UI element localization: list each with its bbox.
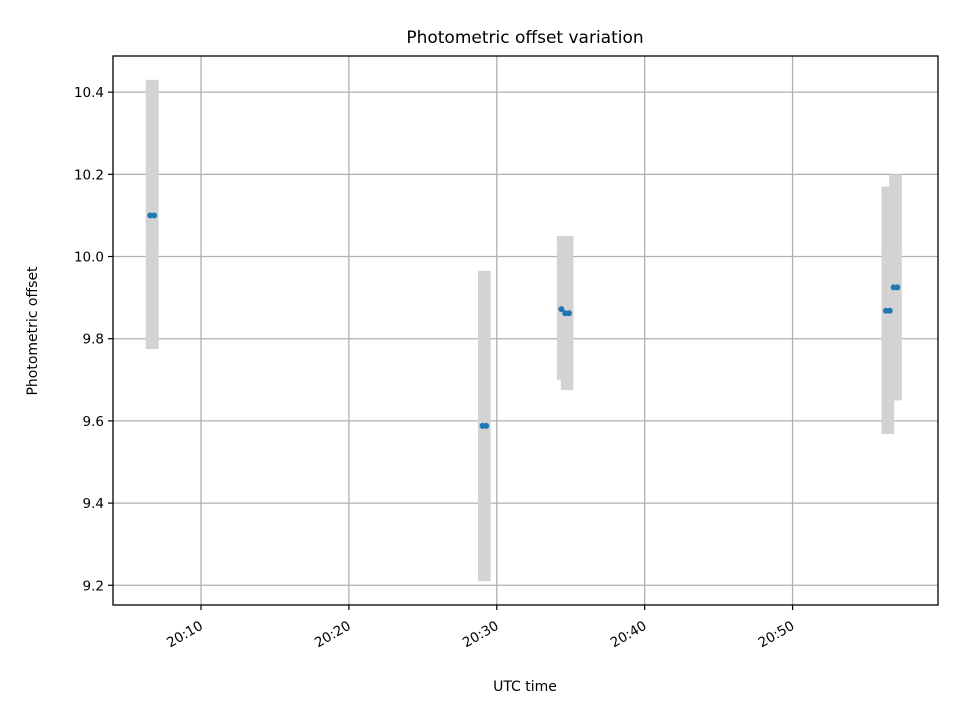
y-tick-label: 10.2 bbox=[74, 167, 104, 183]
data-point bbox=[483, 422, 490, 429]
grid bbox=[113, 56, 938, 605]
y-tick-label: 9.4 bbox=[83, 496, 104, 512]
data-point bbox=[894, 284, 901, 291]
y-tick-label: 9.8 bbox=[83, 332, 104, 348]
data-point bbox=[886, 307, 893, 314]
data-point bbox=[151, 212, 158, 219]
data-point bbox=[566, 310, 573, 317]
chart-title: Photometric offset variation bbox=[406, 28, 643, 48]
plot-frame bbox=[112, 55, 939, 606]
y-tick-label: 10.0 bbox=[74, 250, 104, 266]
y-axis-ticks: 9.2 9.4 9.6 9.8 10.0 10.2 10.4 bbox=[74, 85, 113, 594]
data-points bbox=[147, 212, 901, 429]
y-axis-label: Photometric offset bbox=[25, 266, 41, 396]
y-tick-label: 9.2 bbox=[83, 578, 104, 594]
y-tick-label: 10.4 bbox=[74, 85, 104, 101]
data-point bbox=[558, 306, 565, 313]
y-tick-label: 9.6 bbox=[83, 414, 104, 430]
x-axis-label: UTC time bbox=[493, 679, 557, 695]
